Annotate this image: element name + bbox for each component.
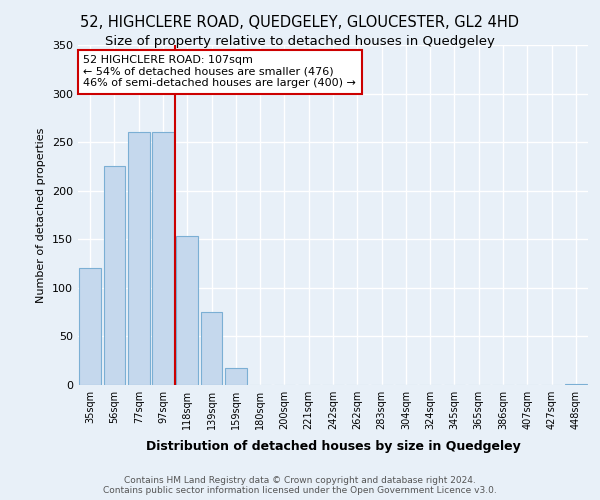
Bar bbox=[565, 384, 587, 385]
Bar bbox=[200, 312, 223, 385]
Bar bbox=[79, 268, 101, 385]
Y-axis label: Number of detached properties: Number of detached properties bbox=[37, 128, 46, 302]
Text: 52 HIGHCLERE ROAD: 107sqm
← 54% of detached houses are smaller (476)
46% of semi: 52 HIGHCLERE ROAD: 107sqm ← 54% of detac… bbox=[83, 55, 356, 88]
Bar bbox=[176, 236, 198, 385]
Text: Size of property relative to detached houses in Quedgeley: Size of property relative to detached ho… bbox=[105, 35, 495, 48]
Bar bbox=[152, 132, 174, 385]
Text: 52, HIGHCLERE ROAD, QUEDGELEY, GLOUCESTER, GL2 4HD: 52, HIGHCLERE ROAD, QUEDGELEY, GLOUCESTE… bbox=[80, 15, 520, 30]
Text: Contains HM Land Registry data © Crown copyright and database right 2024.
Contai: Contains HM Land Registry data © Crown c… bbox=[103, 476, 497, 495]
Bar bbox=[225, 368, 247, 385]
X-axis label: Distribution of detached houses by size in Quedgeley: Distribution of detached houses by size … bbox=[146, 440, 520, 454]
Bar bbox=[128, 132, 149, 385]
Bar bbox=[104, 166, 125, 385]
